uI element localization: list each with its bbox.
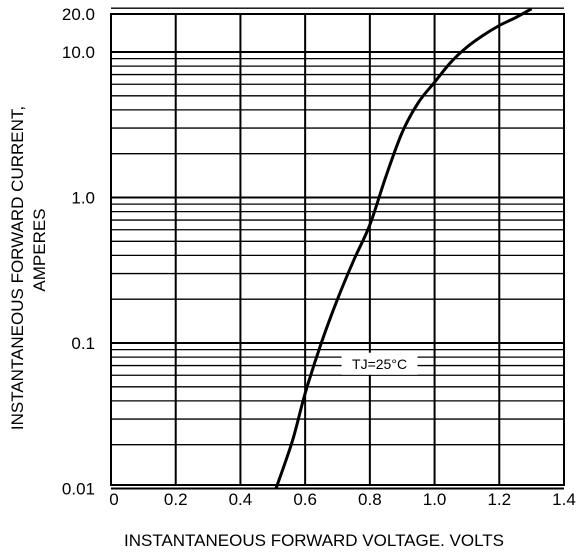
y-tick-label-4: 20.0: [62, 5, 95, 24]
y-tick-label-3: 10.0: [62, 43, 95, 62]
x-tick-label-6: 1.2: [487, 490, 511, 509]
x-tick-labels: 0 0.2 0.4 0.6 0.8 1.0 1.2 1.4: [109, 490, 576, 509]
y-axis-label-line-2: AMPERES: [30, 208, 49, 291]
annotation-group: TJ=25°C: [341, 352, 418, 375]
x-tick-label-0: 0: [109, 490, 118, 509]
annotation-background: [341, 352, 418, 375]
annotation-tj: TJ=25°C: [352, 356, 407, 372]
x-tick-label-1: 0.2: [164, 490, 188, 509]
x-tick-label-2: 0.4: [229, 490, 253, 509]
y-tick-label-2: 1.0: [71, 189, 95, 208]
x-tick-label-5: 1.0: [423, 490, 447, 509]
grid: [110, 7, 565, 490]
x-tick-label-4: 0.8: [358, 490, 382, 509]
y-tick-labels: 0.01 0.1 1.0 10.0 20.0: [62, 5, 95, 499]
x-tick-label-3: 0.6: [293, 490, 317, 509]
y-tick-label-0: 0.01: [62, 480, 95, 499]
series-curve: [274, 7, 533, 489]
x-tick-label-7: 1.4: [552, 490, 576, 509]
y-tick-label-1: 0.1: [71, 334, 95, 353]
plot-frame: [110, 13, 565, 486]
x-axis-label: INSTANTANEOUS FORWARD VOLTAGE. VOLTS: [124, 531, 504, 550]
y-axis-label-line-1: INSTANTANEOUS FORWARD CURRENT,: [8, 106, 27, 430]
